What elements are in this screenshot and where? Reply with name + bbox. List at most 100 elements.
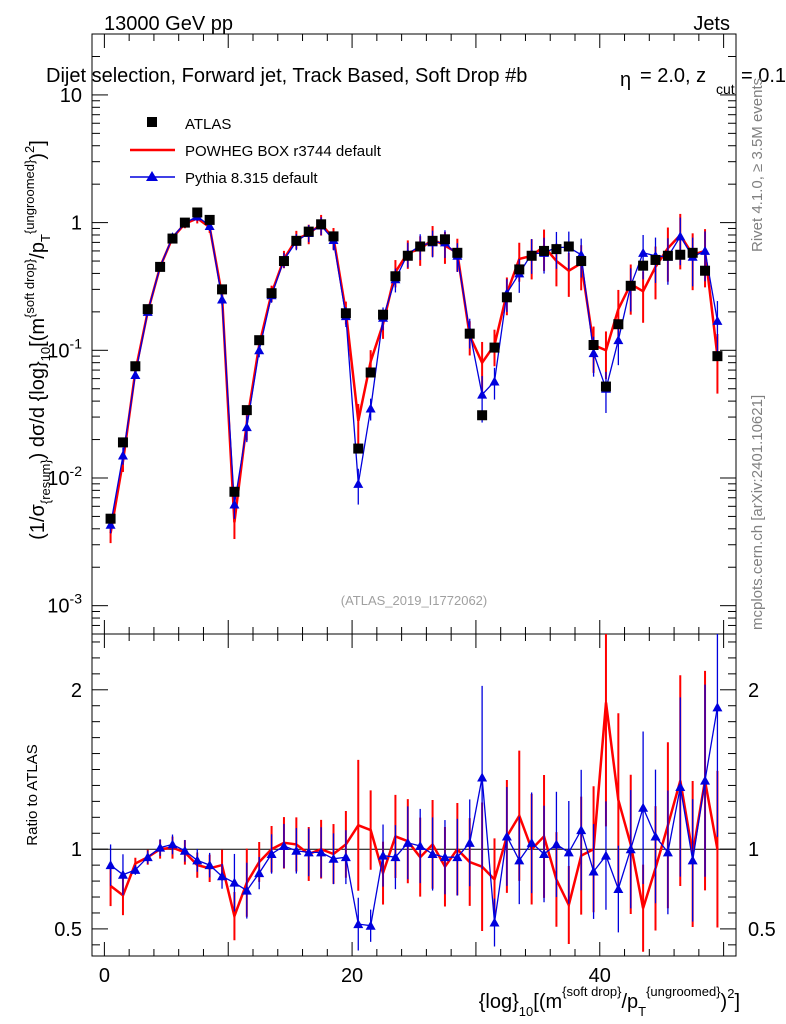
atlas-point-main	[192, 207, 203, 218]
y-tick-label-ratio: 0.5	[54, 919, 82, 941]
pythia-marker-ratio	[489, 917, 500, 927]
x-tick-label: 40	[589, 965, 611, 987]
atlas-point-main	[551, 244, 562, 255]
pythia-marker-main	[204, 221, 215, 231]
atlas-point-main	[563, 241, 574, 252]
pythia-marker-ratio	[229, 877, 240, 887]
pythia-marker-main	[353, 478, 364, 488]
atlas-point-main	[489, 342, 500, 353]
plot-title: Dijet selection, Forward jet, Track Base…	[46, 65, 527, 87]
pythia-marker-ratio	[105, 860, 116, 870]
atlas-point-main	[378, 309, 389, 320]
atlas-point-main	[130, 361, 141, 372]
pythia-marker-ratio	[291, 845, 302, 855]
pythia-marker-ratio	[712, 702, 723, 712]
pythia-marker-ratio	[402, 837, 413, 847]
atlas-point-main	[613, 319, 624, 330]
pythia-marker-ratio	[241, 885, 252, 895]
pythia-marker-ratio	[117, 869, 128, 879]
legend-powheg-label: POWHEG BOX r3744 default	[185, 143, 382, 160]
x-tick-label: 20	[341, 965, 363, 987]
y-tick-label-ratio: 1	[71, 839, 82, 861]
atlas-point-main	[600, 381, 611, 392]
pythia-marker-ratio	[365, 920, 376, 930]
x-axis-label: {log}10[(m{soft drop}/pT{ungroomed})2]	[479, 984, 740, 1019]
y-tick-label-ratio: 2	[71, 680, 82, 702]
atlas-point-main	[316, 219, 327, 230]
pythia-marker-main	[638, 247, 649, 257]
pythia-marker-ratio	[353, 919, 364, 929]
pythia-marker-ratio	[155, 842, 166, 852]
y-tick-label-main: 10	[60, 85, 82, 107]
pythia-marker-ratio	[439, 852, 450, 862]
rivet-label: Rivet 4.1.0, ≥ 3.5M events	[749, 78, 766, 252]
x-tick-label: 0	[99, 965, 110, 987]
legend-pythia-marker	[146, 171, 158, 181]
pythia-marker-ratio	[204, 860, 215, 870]
pythia-marker-ratio	[303, 847, 314, 857]
atlas-point-main	[625, 280, 636, 291]
atlas-point-main	[675, 249, 686, 260]
pythia-marker-ratio	[477, 772, 488, 782]
atlas-point-main	[662, 250, 673, 261]
pythia-marker-ratio	[563, 847, 574, 857]
atlas-point-main	[217, 284, 228, 295]
pythia-marker-ratio	[316, 847, 327, 857]
pythia-marker-ratio	[526, 837, 537, 847]
pythia-marker-ratio	[427, 848, 438, 858]
energy-label: 13000 GeV pp	[104, 13, 233, 35]
atlas-point-main	[427, 235, 438, 246]
atlas-point-main	[241, 405, 252, 416]
legend-pythia-label: Pythia 8.315 default	[185, 170, 318, 187]
pythia-marker-main	[712, 315, 723, 325]
y-tick-label-main: 10-3	[47, 591, 82, 618]
y-tick-label-ratio-right: 1	[748, 839, 759, 861]
category-label: Jets	[693, 13, 730, 35]
pythia-marker-ratio	[167, 839, 178, 849]
atlas-point-main	[650, 254, 661, 265]
pythia-marker-ratio	[576, 825, 587, 835]
pythia-marker-main	[130, 370, 141, 380]
pythia-marker-main	[588, 348, 599, 358]
ratio-panel-frame	[91, 633, 737, 957]
atlas-point-main	[452, 247, 463, 258]
atlas-point-main	[638, 260, 649, 271]
eta-symbol: η	[620, 69, 631, 91]
pythia-line-main	[109, 215, 719, 525]
atlas-point-main	[353, 443, 364, 454]
atlas-point-main	[204, 214, 215, 225]
atlas-point-main	[712, 351, 723, 362]
pythia-marker-ratio	[687, 855, 698, 865]
powheg-line-ratio	[109, 702, 719, 921]
pythia-marker-ratio	[254, 868, 265, 878]
pythia-marker-main	[254, 345, 265, 355]
y-tick-label-main: 10-1	[47, 335, 82, 362]
atlas-point-main	[278, 256, 289, 267]
title-params: = 2.0, z	[640, 65, 706, 87]
atlas-point-main	[539, 245, 550, 256]
atlas-point-main	[266, 288, 277, 299]
atlas-point-main	[254, 335, 265, 346]
pythia-marker-main	[241, 422, 252, 432]
pythia-marker-ratio	[464, 837, 475, 847]
pythia-marker-ratio	[539, 848, 550, 858]
pythia-marker-main	[675, 231, 686, 241]
pythia-marker-ratio	[650, 831, 661, 841]
legend-atlas-marker	[147, 117, 157, 127]
pythia-marker-main	[229, 499, 240, 509]
atlas-point-main	[340, 308, 351, 319]
atlas-point-main	[477, 410, 488, 421]
atlas-point-main	[576, 256, 587, 267]
pythia-marker-main	[700, 245, 711, 255]
atlas-point-main	[167, 233, 178, 244]
pythia-marker-ratio	[179, 845, 190, 855]
pythia-marker-ratio	[600, 850, 611, 860]
title-sub: cut	[716, 81, 735, 97]
atlas-point-main	[514, 264, 525, 275]
pythia-marker-ratio	[328, 853, 339, 863]
legend-atlas-label: ATLAS	[185, 116, 231, 133]
analysis-watermark: (ATLAS_2019_I1772062)	[341, 593, 487, 608]
pythia-marker-main	[117, 450, 128, 460]
y-tick-label-ratio-right: 0.5	[748, 919, 776, 941]
